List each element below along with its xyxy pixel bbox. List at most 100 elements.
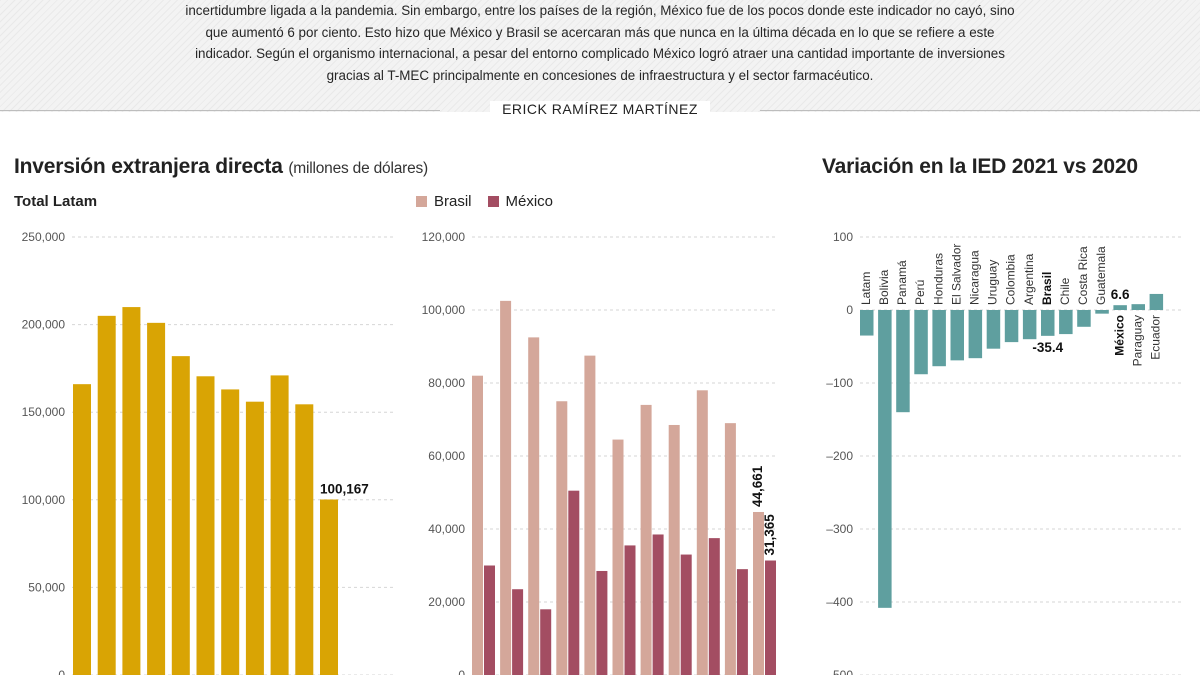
y-tick-label: 20,000 (428, 595, 465, 609)
latam-bar (73, 384, 91, 675)
latam-bar (122, 307, 141, 675)
latam-bar (270, 375, 289, 675)
variation-data-label: -35.4 (1032, 340, 1063, 355)
mexico-bar (512, 589, 524, 675)
y-tick-label: 40,000 (428, 522, 465, 536)
variation-bar (878, 310, 892, 608)
brasil-bar (753, 511, 764, 675)
category-label: Guatemala (1094, 246, 1108, 305)
intro-line: que aumentó 6 por ciento. Esto hizo que … (205, 24, 995, 40)
latam-bar (245, 401, 264, 675)
y-tick-label: –300 (826, 522, 853, 536)
y-tick-label: 120,000 (422, 230, 466, 244)
y-tick-label: 100 (833, 230, 853, 244)
category-label: Perú (913, 280, 927, 305)
variation-bar (1077, 310, 1091, 327)
y-tick-label: 100,000 (422, 303, 466, 317)
legend-item-brasil: Brasil (416, 193, 472, 210)
brasil-bar (528, 337, 540, 675)
variation-bar (914, 310, 928, 375)
brasil-bar (556, 401, 568, 675)
brasil-bar (584, 355, 596, 675)
mexico-bar (736, 569, 748, 675)
brasil-bar (472, 375, 483, 675)
brasil-bar (500, 300, 512, 675)
category-label: Panamá (895, 260, 909, 305)
mexico-bar (596, 570, 608, 675)
latam-bar (221, 389, 240, 675)
latam-data-label: 100,167 (320, 482, 369, 497)
category-label: Chile (1058, 277, 1072, 305)
variation-bar (1131, 304, 1145, 310)
mexico-bar (540, 609, 552, 675)
category-label: Uruguay (986, 260, 1000, 305)
category-label: Brasil (1040, 272, 1054, 305)
category-label: Argentina (1022, 253, 1036, 305)
category-label: Honduras (931, 253, 945, 305)
latam-bar (97, 315, 116, 675)
author-rule-right (760, 110, 1200, 111)
y-tick-label: –200 (826, 449, 853, 463)
intro-line: incertidumbre ligada a la pandemia. Sin … (185, 3, 1015, 18)
variation-bar (986, 310, 1001, 349)
variation-title: Variación en la IED 2021 vs 2020 (822, 155, 1138, 178)
latam-subtitle: Total Latam (14, 193, 98, 210)
variation-bar (968, 310, 983, 359)
mexico-bar (680, 554, 692, 675)
brasil-bar (724, 423, 736, 675)
mexico-bar (568, 490, 580, 675)
legend-label-mexico: México (505, 193, 554, 210)
intro-line: indicador. Según el organismo internacio… (195, 46, 1005, 62)
author-rule-left (0, 110, 440, 111)
y-tick-label: –400 (826, 595, 853, 609)
brasil-bar (612, 439, 624, 675)
category-label: México (1112, 315, 1126, 356)
mexico-bar (652, 534, 664, 675)
legend-item-mexico: México (487, 193, 554, 210)
intro-line: gracias al T-MEC principalmente en conce… (326, 67, 874, 83)
mexico-data-label: 31,365 (762, 514, 777, 556)
mexico-bar (765, 560, 776, 675)
y-tick-label: 50,000 (28, 580, 65, 594)
variation-bar (1149, 293, 1164, 310)
y-tick-label: 0 (458, 668, 465, 675)
variation-bar (860, 310, 874, 336)
fdi-title-unit: (millones de dólares) (288, 160, 429, 177)
latam-bar (196, 376, 215, 675)
brasil-bar (696, 390, 708, 675)
variation-bar (1095, 310, 1109, 314)
variation-data-label: 6.6 (1111, 287, 1130, 302)
variation-bar (932, 310, 946, 367)
intro-background (0, 0, 1200, 112)
mexico-bar (484, 565, 495, 675)
author-name: ERICK RAMÍREZ MARTÍNEZ (490, 101, 710, 117)
y-tick-label: 80,000 (428, 376, 465, 390)
latam-bar (295, 404, 314, 675)
category-label: Bolivia (877, 269, 891, 305)
brasil-swatch (416, 196, 427, 207)
y-tick-label: 100,000 (22, 493, 66, 507)
latam-bar (320, 499, 338, 675)
brasil-data-label: 44,661 (750, 465, 765, 507)
category-label: El Salvador (949, 244, 963, 305)
variation-bar (1113, 305, 1127, 310)
variation-bar (896, 310, 910, 413)
y-tick-label: 0 (58, 668, 65, 675)
variation-bar (950, 310, 964, 361)
y-tick-label: 0 (846, 303, 853, 317)
category-label: Ecuador (1149, 315, 1163, 360)
mexico-bar (708, 538, 720, 675)
mexico-swatch (487, 196, 499, 207)
author-byline: ERICK RAMÍREZ MARTÍNEZ (0, 101, 1200, 117)
variation-bar (1022, 310, 1037, 340)
variation-bar (1059, 310, 1073, 335)
y-tick-label: 200,000 (22, 318, 66, 332)
brasil-bar (668, 424, 680, 675)
y-tick-label: –100 (826, 376, 853, 390)
category-label: Colombia (1004, 254, 1018, 305)
category-label: Paraguay (1130, 315, 1144, 366)
latam-bar (171, 356, 190, 675)
y-tick-label: 60,000 (428, 449, 465, 463)
fdi-title: Inversión extranjera directa (millones d… (14, 155, 428, 179)
